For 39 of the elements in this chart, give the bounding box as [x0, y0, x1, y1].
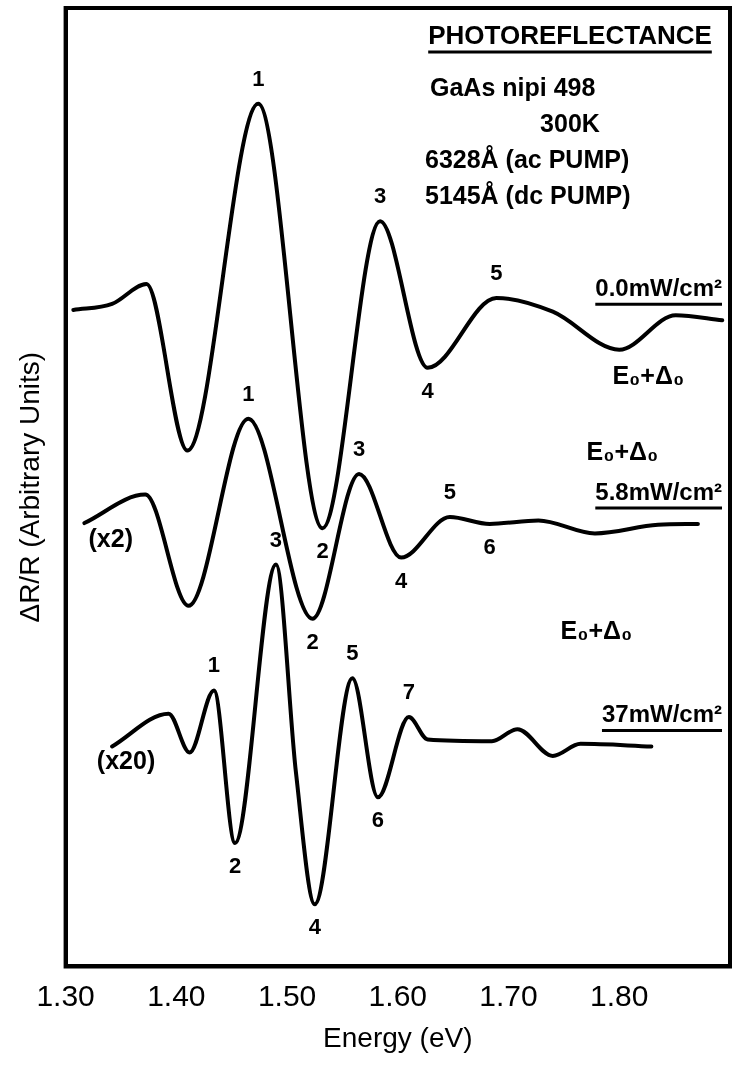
- annotation: 3: [269, 526, 283, 552]
- annotation: 4: [395, 567, 408, 593]
- annotation: 3: [352, 435, 366, 461]
- annotation: E₀+Δ₀: [560, 615, 633, 644]
- annotation: 5145Å (dc PUMP): [425, 181, 631, 209]
- x-tick-label: 1.50: [257, 978, 317, 1012]
- annotation: (x20): [96, 745, 156, 774]
- annotation: 5: [443, 479, 456, 505]
- series-label: 37mW/cm²: [601, 700, 722, 728]
- annotation: 2: [306, 628, 319, 654]
- x-tick-label: 1.70: [479, 978, 538, 1012]
- text: GaAs nipi 498: [430, 73, 596, 101]
- x-tick-label: 1.40: [147, 978, 206, 1012]
- chart-title: PHOTOREFLECTANCE: [428, 20, 712, 50]
- annotation: 2: [228, 853, 242, 879]
- annotation: 300K: [540, 109, 600, 137]
- annotation: 1: [242, 380, 255, 406]
- annotation: (x2): [88, 523, 134, 552]
- annotation: E₀+Δ₀: [586, 437, 659, 466]
- annotation: 6: [483, 533, 496, 559]
- annotation: 2: [316, 538, 329, 564]
- series-label: 5.8mW/cm²: [595, 477, 723, 505]
- x-axis-title: Energy (eV): [323, 1021, 473, 1053]
- x-tick-label: 1.30: [36, 978, 95, 1012]
- annotation: E₀+Δ₀: [612, 360, 685, 389]
- annotation: 4: [421, 377, 435, 403]
- series-label: 0.0mW/cm²: [595, 274, 723, 302]
- y-axis-title: ΔR/R (Arbitrary Units): [13, 351, 45, 623]
- annotation: 5: [490, 259, 503, 285]
- x-tick-label: 1.60: [368, 978, 427, 1012]
- annotation: 1: [252, 65, 265, 91]
- annotation: 3: [373, 183, 387, 209]
- annotation: 5: [346, 640, 359, 666]
- annotation: 6: [371, 807, 384, 833]
- x-tick-label: 1.80: [590, 978, 649, 1012]
- annotation: 1: [207, 652, 221, 678]
- annotation: 6328Å (ac PUMP): [425, 145, 630, 173]
- annotation: 4: [308, 914, 322, 940]
- annotation: 7: [402, 679, 415, 705]
